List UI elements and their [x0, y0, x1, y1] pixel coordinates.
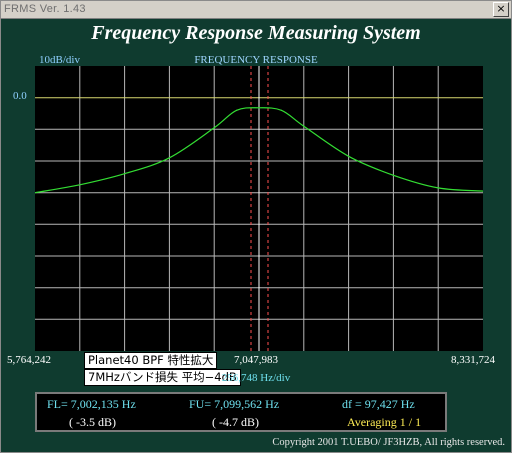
lower-frequency-readout: FL= 7,002,135 Hz: [47, 397, 136, 411]
measurement-readout-panel: FL= 7,002,135 Hz FU= 7,099,562 Hz df = 9…: [35, 392, 447, 432]
response-point: [213, 127, 215, 129]
title-bar[interactable]: FRMS Ver. 1.43 ×: [1, 1, 511, 19]
upper-frequency-readout: FU= 7,099,562 Hz: [189, 397, 280, 411]
plot-note-loss: 7MHzバンド損失 平均−4dB: [84, 369, 241, 386]
bandwidth-readout: df = 97,427 Hz: [342, 397, 415, 411]
response-point: [236, 109, 238, 111]
x-scale-label: 256,748 Hz/div: [221, 372, 291, 384]
copyright-notice: Copyright 2001 T.UEBO/ JF3HZB, All right…: [272, 437, 505, 448]
response-point: [348, 155, 350, 157]
response-point: [79, 184, 81, 186]
response-point: [168, 157, 170, 159]
plot-subtitle: FREQUENCY RESPONSE: [194, 54, 318, 66]
x-start-label: 5,764,242: [7, 354, 51, 366]
averaging-status: Averaging 1 / 1: [347, 415, 422, 429]
plot-note-filter: Planet40 BPF 特性拡大: [84, 352, 218, 369]
response-point: [437, 187, 439, 189]
plot-svg: [35, 66, 483, 351]
frequency-response-plot[interactable]: Planet40 BPF 特性拡大 7MHzバンド損失 平均−4dB: [35, 66, 483, 386]
upper-level-readout: ( -4.7 dB): [212, 415, 259, 429]
y-scale-label: 10dB/div: [39, 54, 80, 66]
window-title: FRMS Ver. 1.43: [4, 3, 86, 15]
response-point: [35, 192, 36, 194]
response-point: [124, 173, 126, 175]
response-point: [482, 190, 483, 192]
app-heading: Frequency Response Measuring System: [91, 22, 421, 44]
response-point: [258, 107, 260, 109]
y-top-tick-label: 0.0: [13, 90, 27, 102]
response-point: [303, 125, 305, 127]
lower-level-readout: ( -3.5 dB): [69, 415, 116, 429]
x-center-label: 7,047,983: [234, 354, 278, 366]
response-point: [280, 109, 282, 111]
response-point: [392, 174, 394, 176]
close-button[interactable]: ×: [493, 2, 509, 17]
x-end-label: 8,331,724: [451, 354, 495, 366]
